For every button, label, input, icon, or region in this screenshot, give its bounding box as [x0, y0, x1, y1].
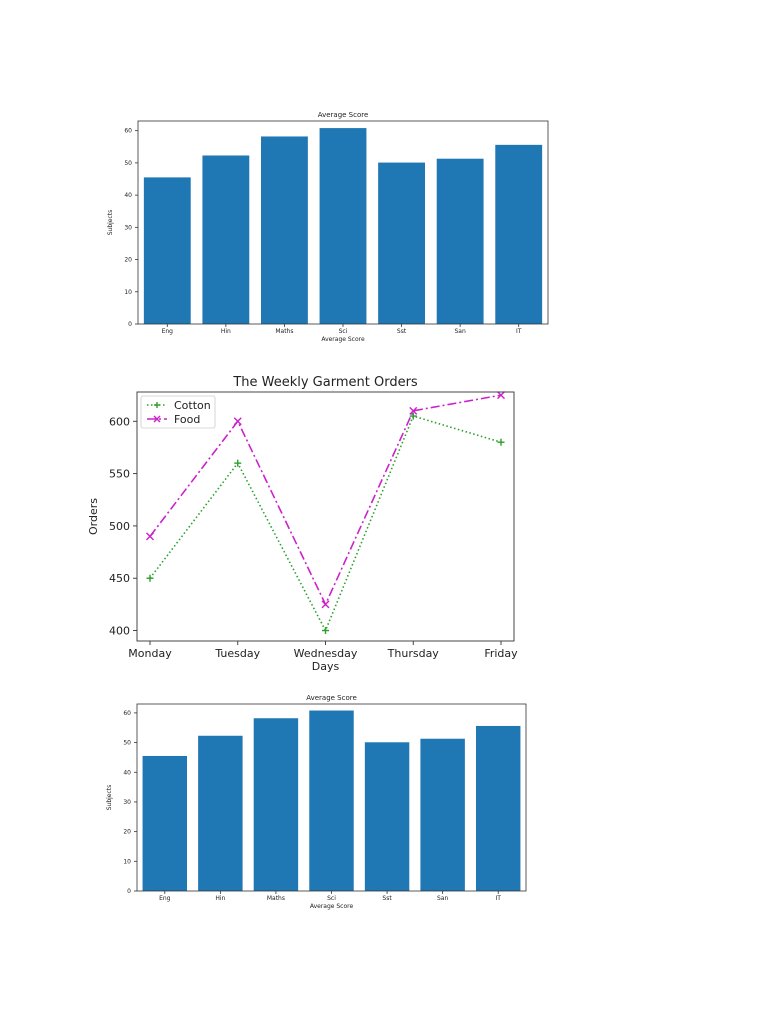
- x-tick-label: Tuesday: [214, 647, 260, 660]
- x-tick-label: Sst: [382, 895, 392, 902]
- y-tick-label: 40: [124, 192, 132, 199]
- x-axis-label: Average Score: [310, 903, 354, 910]
- data-point-food: [497, 391, 505, 400]
- data-point-food: [146, 532, 154, 541]
- y-axis-label: Orders: [87, 498, 100, 535]
- marker-stroke: [146, 532, 154, 541]
- y-tick-label: 20: [123, 829, 131, 836]
- y-tick-label: 400: [109, 625, 130, 638]
- x-tick-label: Sst: [397, 328, 407, 335]
- chart-title: Average Score: [306, 694, 357, 702]
- x-tick-label: Eng: [159, 895, 171, 902]
- chart-title: The Weekly Garment Orders: [232, 375, 418, 390]
- x-tick-label: Thursday: [387, 647, 440, 660]
- line-chart: The Weekly Garment Orders 400 450 500 550 600…: [87, 375, 518, 673]
- data-point-cotton: [409, 412, 417, 420]
- y-tick-label: 500: [109, 520, 130, 533]
- x-tick-label: Eng: [162, 328, 174, 335]
- bar-sst: [364, 742, 410, 891]
- series-line-cotton: [149, 415, 502, 633]
- y-tick-label: 50: [123, 740, 131, 747]
- bar-maths: [261, 136, 308, 324]
- data-point-cotton: [234, 459, 242, 467]
- legend-box: [140, 395, 216, 429]
- bar-san: [436, 158, 484, 324]
- data-point-food: [321, 600, 330, 609]
- x-tick-label: Hin: [215, 895, 225, 902]
- data-point-cotton: [497, 438, 505, 446]
- bar-hin: [198, 735, 243, 891]
- y-tick-label: 450: [109, 572, 130, 585]
- x-tick-label: Hin: [221, 328, 231, 335]
- marker-stroke: [321, 600, 330, 609]
- x-tick-label: Wednesday: [294, 647, 358, 660]
- bar-sst: [378, 162, 425, 324]
- x-tick-label: Friday: [484, 647, 518, 660]
- x-tick-label: IT: [516, 328, 522, 335]
- y-tick-label: 60: [123, 710, 131, 717]
- y-tick-label: 30: [123, 799, 131, 806]
- bar-maths: [253, 718, 299, 891]
- bar-sci: [309, 710, 354, 891]
- legend-label-cotton: Cotton: [174, 399, 211, 412]
- data-point-cotton: [146, 574, 154, 582]
- y-tick-label: 20: [124, 257, 132, 264]
- x-tick-label: Monday: [128, 647, 172, 660]
- data-point-food: [409, 406, 418, 415]
- bar-it: [475, 725, 521, 891]
- y-tick-label: 600: [109, 415, 130, 428]
- y-tick-label: 550: [109, 468, 130, 481]
- y-tick-label: 10: [123, 858, 131, 865]
- legend-marker: [153, 415, 161, 423]
- legend-label-food: Food: [174, 413, 200, 426]
- plot-frame: [136, 391, 515, 642]
- y-tick-label: 50: [124, 160, 132, 167]
- y-tick-label: 60: [124, 128, 132, 135]
- bar-eng: [143, 177, 191, 324]
- x-tick-label: San: [437, 895, 448, 902]
- x-tick-label: Maths: [267, 895, 285, 902]
- bar-eng: [142, 755, 188, 891]
- x-axis-label: Average Score: [321, 336, 365, 343]
- marker-stroke: [409, 406, 418, 415]
- y-tick-label: 0: [127, 888, 131, 895]
- y-axis-label: Subjects: [106, 785, 113, 811]
- plot-frame: [137, 120, 549, 325]
- x-tick-label: IT: [495, 895, 501, 902]
- data-point-cotton: [322, 627, 329, 635]
- bar-chart-3: Average Score 0 10 20 30 40 50 60 Eng Hin Maths Sci…: [106, 694, 527, 910]
- x-axis-label: Days: [312, 660, 340, 673]
- data-point-food: [233, 417, 242, 426]
- bar-it: [495, 144, 543, 324]
- bar-hin: [202, 155, 250, 324]
- y-tick-label: 30: [124, 224, 132, 231]
- bar-sci: [319, 128, 367, 324]
- plot-frame: [136, 703, 527, 892]
- y-tick-label: 0: [128, 321, 132, 328]
- chart-title: Average Score: [318, 111, 369, 119]
- x-tick-label: Sci: [339, 328, 348, 335]
- bar-chart-1: Average Score 0 10 20 30 40 50 60 Eng Hin Maths Sci…: [107, 111, 549, 343]
- y-axis-label: Subjects: [107, 210, 114, 236]
- x-tick-label: Sci: [327, 895, 336, 902]
- marker-stroke: [233, 417, 242, 426]
- bar-san: [420, 738, 465, 891]
- marker-stroke: [497, 391, 505, 400]
- x-tick-label: San: [454, 328, 465, 335]
- y-tick-label: 10: [124, 289, 132, 296]
- y-tick-label: 40: [123, 769, 131, 776]
- x-tick-label: Maths: [275, 328, 293, 335]
